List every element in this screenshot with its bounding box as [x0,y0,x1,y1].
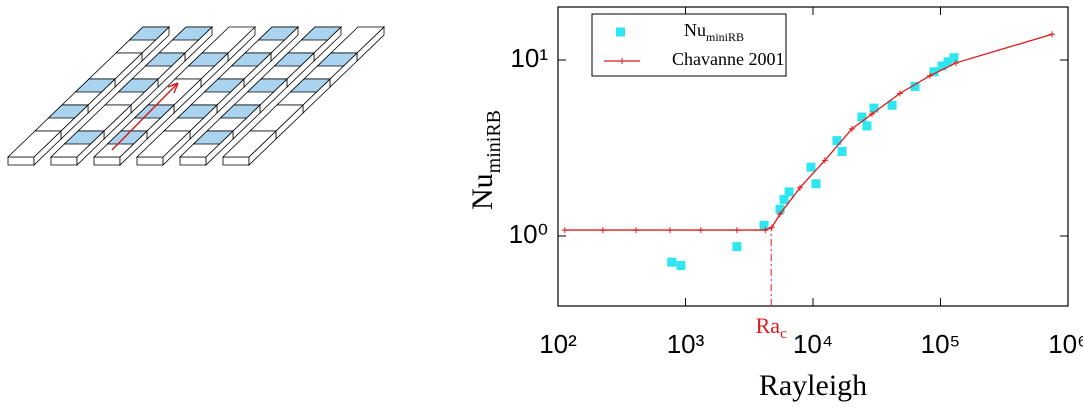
scatter-point [949,53,959,63]
slat-top-blue [74,78,116,93]
slat-top [136,130,191,158]
line-marker [666,227,673,234]
slat-top-blue [257,26,299,41]
scatter-point [806,162,816,172]
slat-top-blue [106,130,148,145]
x-tick-label: 10⁵ [921,329,961,359]
slat-top-blue [176,104,218,119]
slat-top-blue [316,52,358,67]
line-marker [821,157,828,164]
slat-top-blue [230,52,272,67]
slat-front [136,156,164,166]
x-axis-label: Rayleigh [759,369,867,402]
arrow-head [167,82,179,94]
x-tick-label: 10³ [667,329,705,359]
legend-label: NuminiRB [684,20,744,44]
y-axis-label-sub: miniRB [483,110,505,173]
legend-marker [616,27,625,37]
y-tick-label: 10⁰ [509,219,548,249]
legend-label-main: Chavanne 2001 [672,49,784,69]
scatter-point [784,187,794,197]
y-axis-label: NuminiRB [466,110,505,210]
line-marker [697,227,704,234]
slat-front [93,156,121,166]
slat-top-blue [300,26,342,41]
slat-top-blue [133,104,175,119]
scatter-point [832,136,842,146]
line-marker [776,211,783,218]
scatter-point [732,242,742,252]
slat-top-blue [203,78,245,93]
scatter-point [779,195,789,205]
slat-top-blue [47,104,89,119]
scatter-point [862,121,872,131]
scatter-point [943,57,953,67]
line-marker [952,59,959,66]
arrow-shaft [111,82,179,151]
line-marker [762,227,769,234]
line-marker [1049,31,1056,38]
scatter-point [837,146,847,156]
scatter-point [759,220,769,230]
line-marker [896,90,903,97]
scatter-point [887,100,897,110]
slat-front [50,156,78,166]
scatter-point [869,103,879,113]
slat-diagram [7,26,385,166]
scatter-point [937,61,947,71]
slat-top [7,130,62,158]
slat-top-blue [128,26,170,41]
line-marker [632,227,639,234]
slat-top-blue [63,130,105,145]
slat-top-blue [219,104,261,119]
legend-box [591,13,787,77]
line-marker [599,227,606,234]
slat-top-blue [117,78,159,93]
slat-top [222,130,277,158]
annotation-main: Ra [756,313,781,338]
legend-label-sub: miniRB [706,30,744,44]
scatter-point [910,81,920,91]
slat-top-blue [187,52,229,67]
scatter-point [929,67,939,77]
slat-front [7,156,35,166]
scatter-point [676,260,686,270]
line-marker [796,184,803,191]
slat-front [222,156,250,166]
x-tick-label: 10² [539,329,577,359]
slat-top-blue [273,52,315,67]
scatter-point [667,257,677,267]
slat-front [179,156,207,166]
scatter-point [857,112,867,122]
annotation-sub: c [780,326,787,342]
slat-top-blue [246,78,288,93]
scatter-point [811,179,821,189]
line-marker [848,125,855,132]
legend-label: Chavanne 2001 [672,49,784,69]
y-axis-label-main: Nu [466,173,499,210]
slat-top-blue [144,52,186,67]
x-tick-label: 10⁴ [793,329,833,359]
slat-top-blue [171,26,213,41]
slat-top-blue [289,78,331,93]
line-marker [926,72,933,79]
line-marker [768,224,775,231]
slat-top-blue [192,130,234,145]
line-marker [868,111,875,118]
legend-label-main: Nu [684,20,706,40]
scatter-point [775,204,785,214]
legend-marker [619,58,625,64]
annotation: Rac [756,313,787,342]
y-tick-label: 10¹ [510,43,548,73]
line-marker [733,227,740,234]
x-tick-label: 10⁶ [1048,329,1083,359]
line-marker [561,227,568,234]
